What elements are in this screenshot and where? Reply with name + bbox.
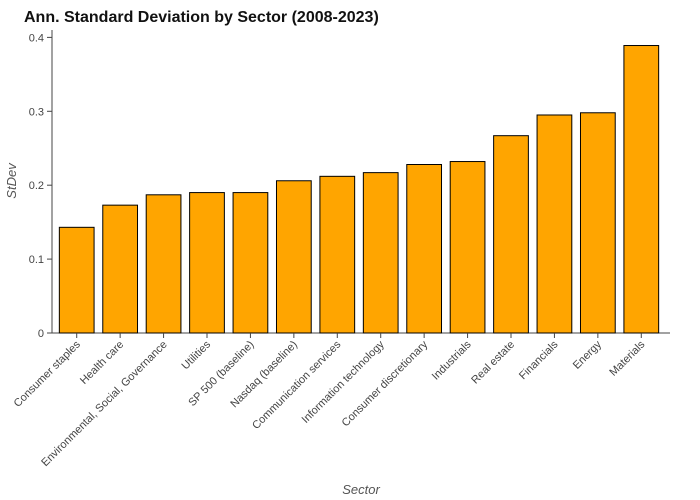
y-tick-label: 0.4 <box>29 32 44 44</box>
x-tick-label: Financials <box>517 338 561 382</box>
y-tick-label: 0.3 <box>29 106 44 118</box>
x-tick-label: Consumer discretionary <box>340 338 431 429</box>
y-tick-label: 0 <box>38 328 44 340</box>
x-tick-label: Information technology <box>300 338 388 426</box>
bar <box>449 161 486 334</box>
y-tick-label: 0.2 <box>29 180 44 192</box>
y-tick-label: 0.1 <box>29 254 44 266</box>
bar <box>362 172 399 334</box>
x-tick-label: Energy <box>571 338 604 371</box>
bars <box>58 45 660 334</box>
bar <box>536 114 573 334</box>
bar <box>493 135 529 334</box>
y-axis-label: StDev <box>4 162 19 199</box>
bar <box>58 226 95 334</box>
bar <box>623 45 660 334</box>
x-tick-label: Industrials <box>430 338 474 382</box>
y-axis-ticks: 0 0.1 0.2 0.3 0.4 <box>29 32 52 340</box>
bar <box>232 192 269 334</box>
bar <box>579 112 616 334</box>
x-tick-label: Materials <box>607 338 647 378</box>
bar <box>275 180 312 334</box>
chart-title: Ann. Standard Deviation by Sector (2008-… <box>24 9 379 26</box>
x-axis-label: Sector <box>342 482 380 497</box>
plot-frame <box>51 30 670 334</box>
bar <box>406 164 443 334</box>
bar <box>319 175 356 334</box>
x-tick-label: Communication services <box>250 338 344 432</box>
bar <box>189 192 225 334</box>
x-tick-label: Real estate <box>469 339 517 387</box>
x-tick-label: Consumer staples <box>12 338 84 410</box>
bar <box>145 194 182 334</box>
x-tick-label: Utilities <box>180 338 214 372</box>
bar <box>102 204 139 334</box>
